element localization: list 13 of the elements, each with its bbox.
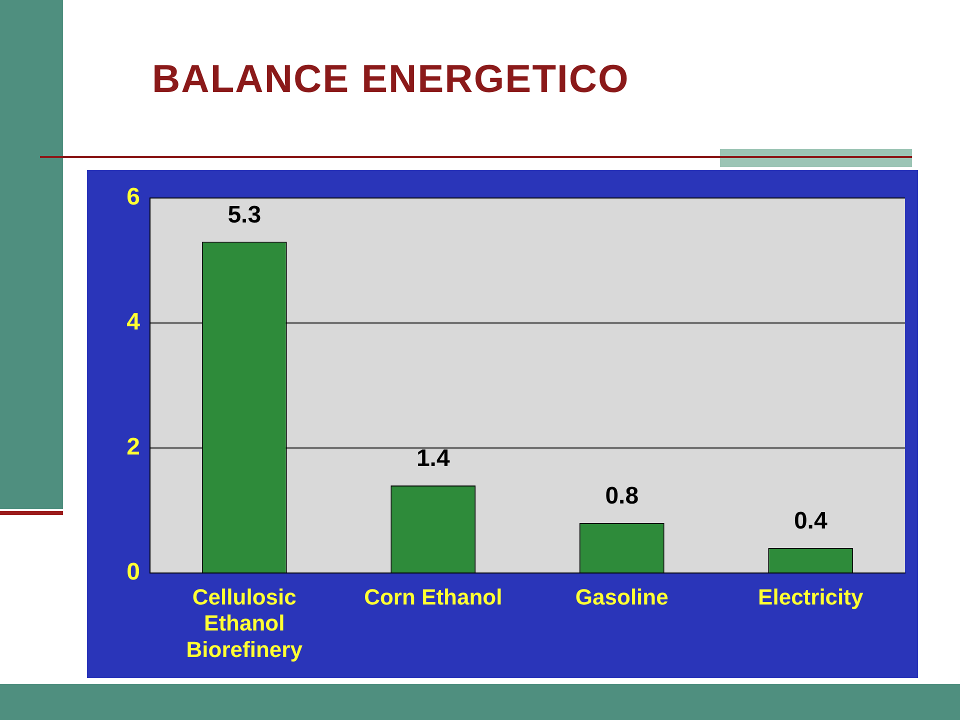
data-label: 5.3	[228, 201, 262, 228]
y-tick-label: 0	[126, 558, 140, 586]
y-tick-label: 2	[126, 434, 140, 461]
chart-title: BALANCE ENERGETICO	[152, 58, 630, 102]
data-label: 1.4	[416, 445, 450, 472]
y-tick-label: 6	[126, 184, 140, 211]
y-tick-label: 4	[126, 308, 141, 336]
data-label: 0.8	[605, 482, 639, 510]
x-tick-label: Cellulosic Ethanol Biorefinery	[186, 584, 304, 662]
x-tick-label: Corn Ethanol	[364, 584, 502, 610]
data-label: 0.4	[794, 508, 828, 535]
x-tick-label: Gasoline	[575, 584, 668, 610]
x-tick-label: Electricity	[758, 584, 864, 610]
